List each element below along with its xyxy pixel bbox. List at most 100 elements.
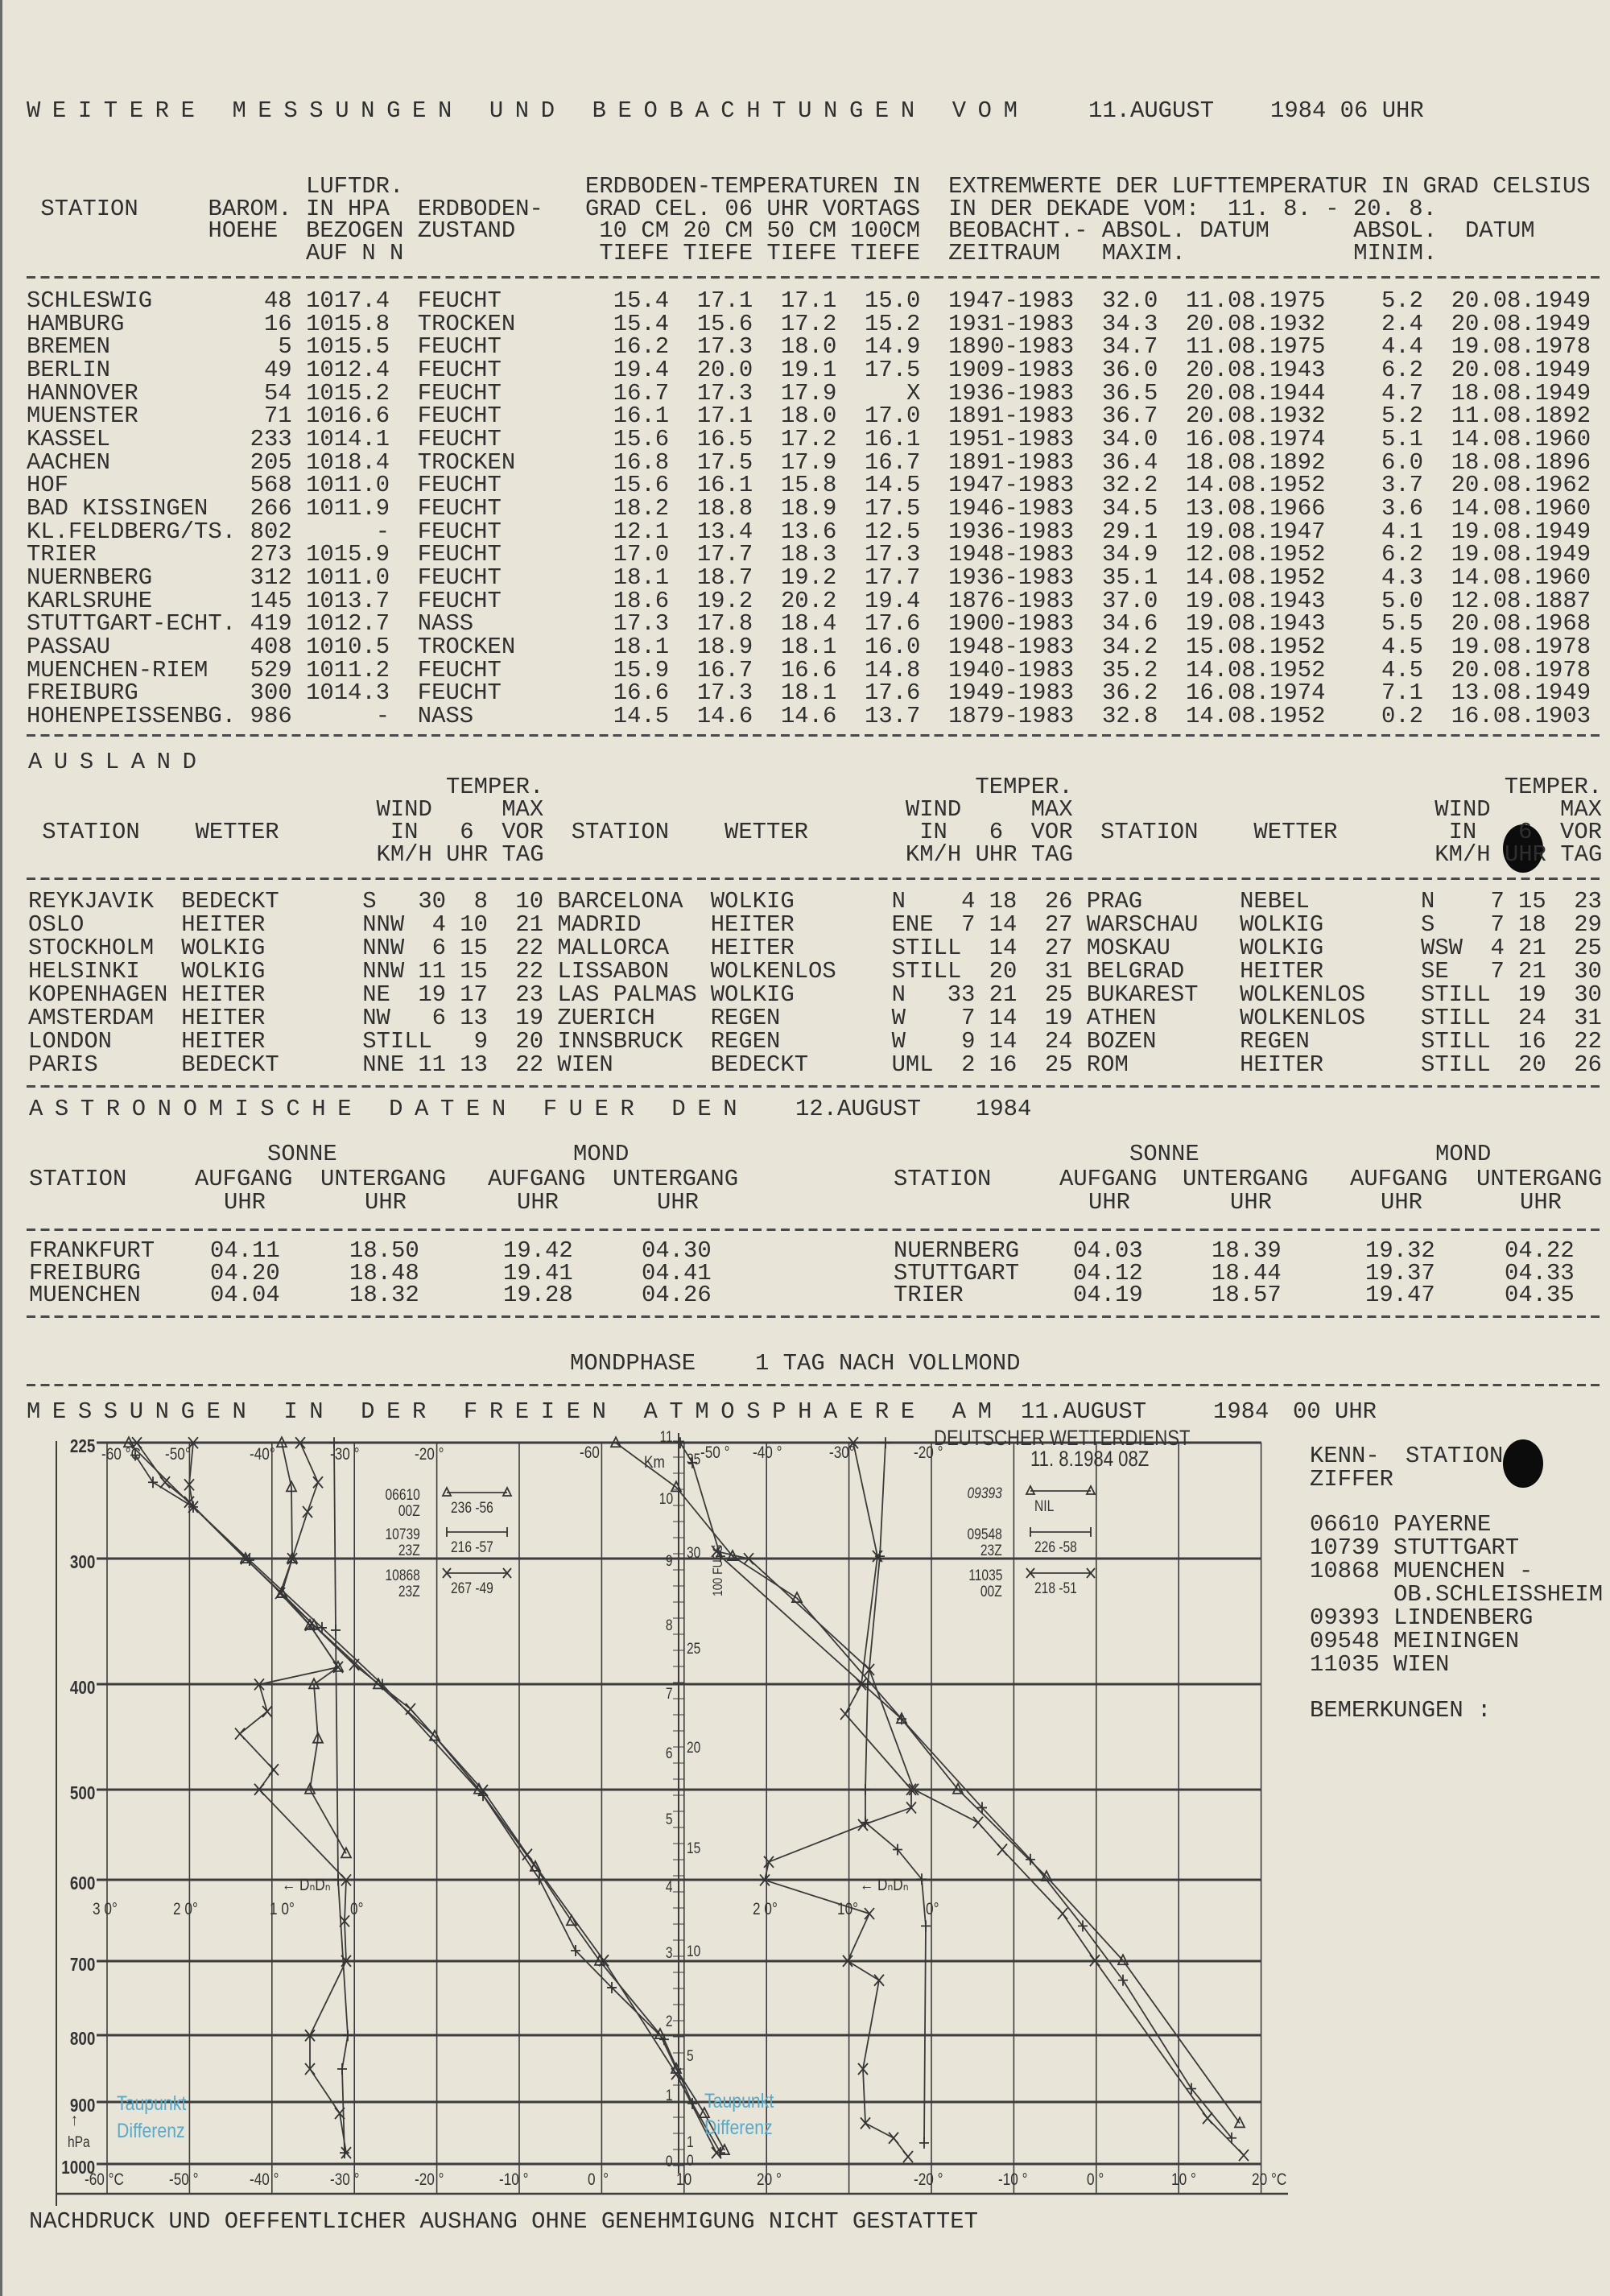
observation-period: 1931-1983 xyxy=(948,310,1075,337)
weather: NEBEL xyxy=(1240,888,1310,915)
top-temp-label: -50 ° xyxy=(700,1443,730,1462)
soil-temp-20cm: 17.1 xyxy=(696,287,753,314)
dewpoint-diff-profile-c xyxy=(240,1443,346,2153)
station-name: HAMBURG xyxy=(27,310,125,337)
min-date: 19.08.1978 xyxy=(1451,333,1591,361)
observation-period: 1936-1983 xyxy=(948,564,1075,592)
air-pressure: - xyxy=(375,518,390,545)
soil-temp-100cm: 15.2 xyxy=(865,310,921,337)
plus-marker xyxy=(897,1713,906,1725)
cross-marker xyxy=(1057,1907,1068,1920)
soil-state: FEUCHT xyxy=(417,379,502,407)
astro-header-sonne: SONNE xyxy=(267,1141,337,1167)
soil-temp-50cm: 15.8 xyxy=(780,472,837,499)
weather: HEITER xyxy=(710,911,795,938)
wind-direction: N xyxy=(891,888,906,915)
station-name: HELSINKI xyxy=(28,958,140,985)
soil-state: FEUCHT xyxy=(417,564,502,592)
moonset: 04.30 xyxy=(642,1237,712,1264)
bottom-temp-label: 10 xyxy=(676,2170,692,2189)
station-name: BARCELONA xyxy=(557,888,683,915)
min-date: 14.08.1960 xyxy=(1451,426,1591,453)
min-date: 18.08.1896 xyxy=(1451,448,1591,476)
soil-temp-10cm: 19.4 xyxy=(613,357,670,383)
soil-temp-100cm: 16.0 xyxy=(865,634,921,661)
wind-speed: 7 xyxy=(961,911,976,938)
min-date: 12.08.1887 xyxy=(1451,587,1591,614)
wind-speed: 11 xyxy=(418,958,446,985)
temp-max: 22 xyxy=(515,1051,544,1078)
report-date: 11.AUGUST xyxy=(1088,97,1215,124)
observation-period: 1876-1983 xyxy=(948,587,1075,614)
cross-marker xyxy=(860,2116,871,2129)
soil-temp-10cm: 16.8 xyxy=(613,448,670,476)
temp-6h: 13 xyxy=(460,1005,488,1031)
soil-temp-100cm: 17.7 xyxy=(865,564,921,592)
observation-period: 1891-1983 xyxy=(948,448,1075,476)
triangle-marker xyxy=(340,1846,353,1859)
wind-direction: W xyxy=(891,1005,906,1031)
ausland-header-units: KM/H UHR TAG xyxy=(1435,841,1603,868)
wind-direction: STILL xyxy=(1421,1051,1491,1078)
soil-temp-10cm: 12.1 xyxy=(613,518,670,545)
triangle-marker xyxy=(308,1677,320,1690)
temp-max: 25 xyxy=(1044,1051,1073,1078)
soil-temp-10cm: 18.2 xyxy=(613,495,670,522)
section-title-ausland: AUSLAND xyxy=(28,749,208,775)
wind-speed: 6 xyxy=(431,1005,446,1031)
pressure-arrow: ↑ xyxy=(71,2111,78,2129)
soil-temp-50cm: 18.0 xyxy=(780,333,837,361)
sunrise: 04.12 xyxy=(1073,1259,1143,1286)
cross-marker xyxy=(888,2132,899,2145)
min-date: 11.08.1892 xyxy=(1451,403,1591,430)
weather: WOLKIG xyxy=(710,981,795,1008)
absolute-min: 4.7 xyxy=(1381,379,1423,407)
cross-marker xyxy=(763,1856,774,1869)
inland-header: BEOBACHT.- ABSOL. DATUM xyxy=(948,217,1269,244)
weather: REGEN xyxy=(710,1005,781,1031)
temp-6h: 21 xyxy=(1518,958,1546,985)
soil-temp-50cm: 17.9 xyxy=(780,448,837,476)
triangle-marker xyxy=(502,1485,513,1497)
astro-header-untergang: UNTERGANG xyxy=(613,1166,739,1192)
plus-marker xyxy=(1118,1974,1128,1986)
soil-state: FEUCHT xyxy=(417,472,502,499)
wind-direction: STILL xyxy=(891,958,962,985)
legend-station-code: 11035 xyxy=(968,1567,1002,1584)
remarks-label: BEMERKUNGEN : xyxy=(1310,1697,1492,1724)
wind-speed: 4 xyxy=(431,911,446,938)
station-name: STOCKHOLM xyxy=(28,935,155,961)
top-temp-label: -30° xyxy=(829,1443,855,1462)
wind-speed: 33 xyxy=(947,981,976,1008)
astro-year: 1984 xyxy=(976,1096,1032,1122)
station-name: FREIBURG xyxy=(27,679,138,707)
temp-max: 27 xyxy=(1044,911,1073,938)
temperature-profile-10739 xyxy=(135,1456,720,2154)
cross-marker xyxy=(856,1678,867,1691)
sunset: 18.44 xyxy=(1212,1259,1282,1286)
temp-max: 23 xyxy=(1574,888,1602,915)
max-date: 12.08.1952 xyxy=(1186,541,1326,568)
cross-marker xyxy=(332,1661,344,1674)
astro-header-uhr: UHR xyxy=(1230,1189,1273,1216)
cross-marker xyxy=(304,2063,316,2075)
temp-6h: 15 xyxy=(460,935,488,961)
min-date: 14.08.1960 xyxy=(1451,495,1591,522)
station-name: LISSABON xyxy=(557,958,670,985)
soil-temp-50cm: 19.1 xyxy=(780,357,837,383)
pressure-level-label: 1000 xyxy=(61,2157,95,2178)
plus-marker xyxy=(687,1456,697,1468)
ausland-header-in: IN xyxy=(1448,819,1477,845)
triangle-marker xyxy=(285,1480,298,1493)
wind-speed: 7 xyxy=(961,1005,976,1031)
temp-max: 23 xyxy=(515,981,544,1008)
top-temp-label: -40° xyxy=(250,1445,275,1464)
soil-temp-20cm: 17.8 xyxy=(696,610,753,638)
soil-temp-20cm: 17.3 xyxy=(696,333,753,361)
soil-temp-50cm: 13.6 xyxy=(780,518,837,545)
plus-marker xyxy=(329,1437,339,1449)
dewpoint-diff-profile-e xyxy=(765,1443,911,2157)
dashed-divider xyxy=(27,1315,1604,1318)
wind-direction: NNE xyxy=(362,1051,405,1078)
